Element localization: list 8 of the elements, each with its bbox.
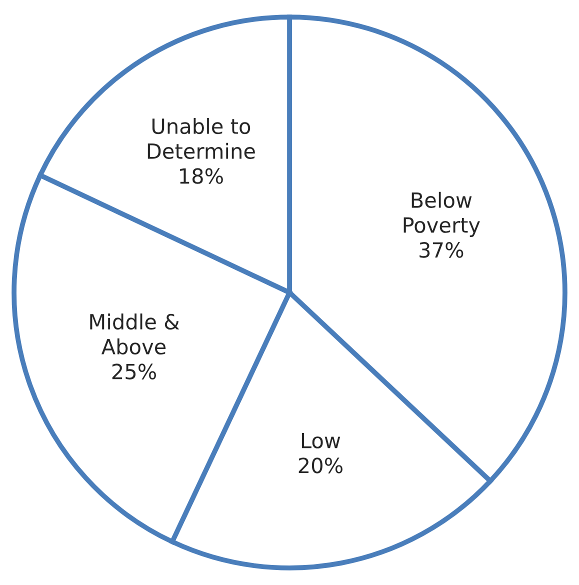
slice-label: Below Poverty — [404, 192, 480, 237]
data-label: 37% — [420, 242, 464, 258]
data-label: 18% — [180, 168, 223, 184]
slice-label: Low — [302, 432, 340, 448]
data-label: 20% — [298, 458, 342, 474]
slice-label: Unable to Determine — [148, 118, 255, 160]
slice-label: Middle & Above — [90, 313, 180, 355]
data-label: 25% — [112, 364, 156, 380]
